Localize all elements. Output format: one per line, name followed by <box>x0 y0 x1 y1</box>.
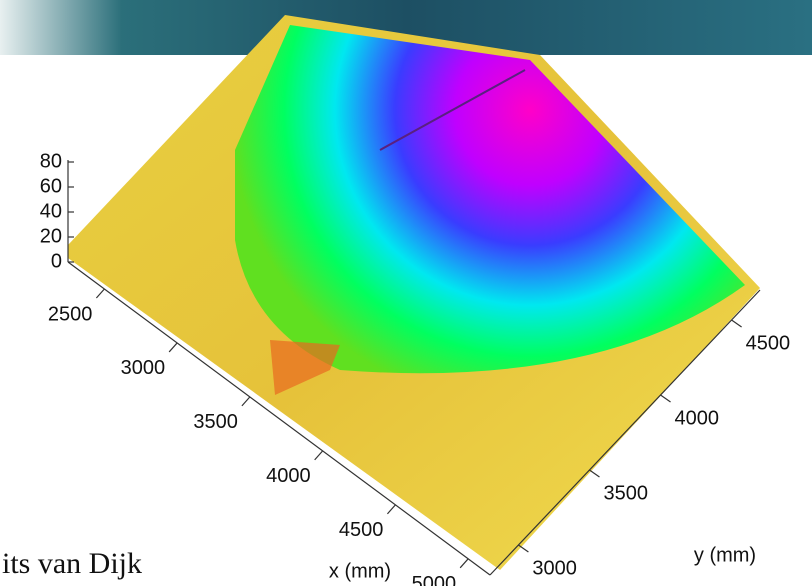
y-tick-label: 3500 <box>603 482 648 504</box>
y-tick-label: 3000 <box>532 557 577 579</box>
y-tick-label: 4500 <box>746 332 791 354</box>
z-tick-label: 40 <box>40 200 62 222</box>
x-tick-label: 3000 <box>121 357 166 379</box>
x-axis <box>67 261 491 576</box>
x-tick <box>168 342 178 353</box>
x-tick-label: 4000 <box>266 465 311 487</box>
surface-peak <box>235 25 745 374</box>
x-tick <box>95 288 105 299</box>
x-tick-label: 4500 <box>339 519 384 541</box>
y-tick <box>518 544 529 553</box>
y-axis <box>489 289 761 576</box>
y-tick <box>731 319 742 328</box>
z-tick-label: 20 <box>40 225 62 247</box>
x-tick <box>386 504 396 515</box>
x-tick <box>241 396 251 407</box>
x-axis-label: x (mm) <box>329 560 391 582</box>
surface <box>68 15 760 570</box>
x-tick-label: 5000 <box>412 573 457 586</box>
surface-ridge <box>270 340 340 395</box>
caption: its van Dijk <box>2 547 142 580</box>
axes: 0 20 40 60 80 2500 3000 3500 4000 4500 5000 3000 350… <box>40 150 790 586</box>
x-tick <box>314 450 324 461</box>
x-tick-label: 2500 <box>48 303 93 325</box>
y-axis-label: y (mm) <box>694 544 756 566</box>
surface-crease <box>379 69 526 151</box>
x-tick-label: 3500 <box>193 411 238 433</box>
y-tick-label: 4000 <box>675 407 720 429</box>
z-tick-label: 0 <box>51 250 62 272</box>
z-tick-label: 80 <box>40 150 62 172</box>
y-tick <box>660 394 671 403</box>
y-tick <box>589 469 600 478</box>
z-tick-label: 60 <box>40 175 62 197</box>
x-tick <box>459 558 469 569</box>
